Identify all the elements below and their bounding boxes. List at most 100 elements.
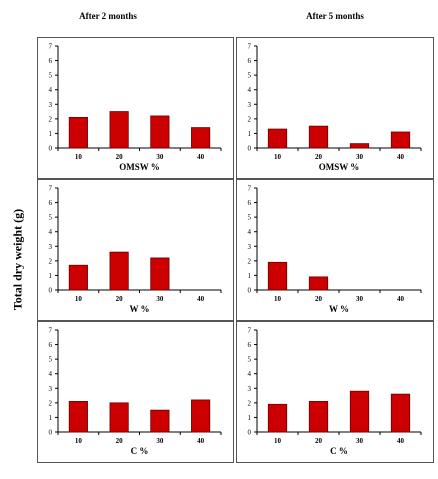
bar-30 [150, 257, 170, 291]
y-tick-label: 2 [49, 399, 53, 407]
bar-chart-4: 0 1 2 3 4 5 6 7 10 20 30 40 W % [248, 185, 422, 314]
y-tick-label: 5 [49, 356, 53, 364]
bar-chart-3: 0 1 2 3 4 5 6 7 10 20 30 40 W % [49, 185, 222, 314]
x-axis-label: W % [329, 304, 349, 314]
x-axis-label: W % [129, 304, 149, 314]
y-tick-label: 2 [248, 399, 252, 407]
y-tick-label: 6 [248, 57, 252, 65]
bar-chart-1: 0 1 2 3 4 5 6 7 10 20 30 40 OMSW % [49, 43, 222, 172]
y-tick-label: 7 [49, 43, 53, 51]
y-tick-label: 0 [49, 287, 53, 295]
y-tick-label: 5 [248, 72, 252, 80]
y-tick-label: 3 [49, 243, 53, 251]
y-tick-label: 0 [49, 145, 53, 153]
x-tick-label: 30 [356, 153, 364, 161]
y-tick-label: 7 [248, 327, 252, 335]
y-tick-label: 5 [248, 214, 252, 222]
bar-10 [68, 117, 88, 149]
x-tick-label: 20 [315, 153, 323, 161]
y-tick-label: 6 [248, 199, 252, 207]
x-axis-label: C % [330, 446, 348, 456]
x-tick-label: 10 [75, 295, 83, 303]
bar-10 [267, 128, 288, 149]
y-tick-label: 1 [49, 414, 53, 422]
bar-chart-6: 0 1 2 3 4 5 6 7 10 20 30 40 C % [248, 327, 422, 456]
bar-40 [191, 399, 211, 433]
y-tick-label: 0 [248, 287, 252, 295]
y-tick-label: 2 [49, 257, 53, 265]
x-tick-label: 40 [397, 437, 405, 445]
x-tick-label: 20 [116, 295, 124, 303]
bar-chart-2: 0 1 2 3 4 5 6 7 10 20 30 40 OMSW % [248, 43, 422, 172]
y-tick-label: 7 [248, 43, 252, 51]
x-tick-label: 40 [197, 437, 205, 445]
x-tick-label: 20 [315, 295, 323, 303]
y-tick-label: 1 [248, 272, 252, 280]
y-tick-label: 7 [248, 185, 252, 193]
shared-y-axis-label: Total dry weight (g) [10, 208, 25, 311]
y-tick-label: 3 [248, 101, 252, 109]
bar-10 [68, 401, 88, 433]
x-axis-label: OMSW % [119, 162, 160, 172]
bar-10 [267, 403, 288, 433]
chart-panel-5: 0 1 2 3 4 5 6 7 10 20 30 40 C % [37, 321, 234, 463]
bar-20 [308, 401, 329, 433]
x-tick-label: 20 [116, 153, 124, 161]
chart-panel-1: 0 1 2 3 4 5 6 7 10 20 30 40 OMSW % [37, 37, 234, 179]
x-tick-label: 30 [356, 437, 364, 445]
bar-10 [267, 261, 288, 291]
x-axis-label: C % [131, 446, 149, 456]
y-tick-label: 4 [248, 370, 252, 378]
y-tick-label: 7 [49, 327, 53, 335]
y-tick-label: 0 [248, 145, 252, 153]
y-tick-label: 2 [248, 257, 252, 265]
y-tick-label: 4 [248, 228, 252, 236]
y-tick-label: 3 [49, 101, 53, 109]
bar-20 [109, 251, 129, 291]
y-tick-label: 1 [49, 272, 53, 280]
bar-30 [349, 143, 370, 149]
chart-panel-2: 0 1 2 3 4 5 6 7 10 20 30 40 OMSW % [236, 37, 434, 179]
x-tick-label: 10 [75, 437, 83, 445]
y-tick-label: 3 [49, 385, 53, 393]
chart-panel-6: 0 1 2 3 4 5 6 7 10 20 30 40 C % [236, 321, 434, 463]
y-tick-label: 1 [248, 130, 252, 138]
x-tick-label: 10 [75, 153, 83, 161]
y-tick-label: 3 [248, 243, 252, 251]
column-title-5-months: After 5 months [306, 11, 364, 21]
bar-20 [109, 402, 129, 433]
x-axis-label: OMSW % [319, 162, 360, 172]
y-tick-label: 6 [49, 341, 53, 349]
y-tick-label: 4 [49, 370, 53, 378]
x-tick-label: 40 [197, 153, 205, 161]
x-tick-label: 10 [274, 295, 282, 303]
y-tick-label: 1 [248, 414, 252, 422]
y-tick-label: 4 [49, 228, 53, 236]
x-tick-label: 20 [116, 437, 124, 445]
bar-40 [390, 131, 411, 149]
y-tick-label: 5 [49, 72, 53, 80]
y-tick-label: 7 [49, 185, 53, 193]
y-tick-label: 6 [49, 199, 53, 207]
x-tick-label: 30 [156, 153, 164, 161]
bar-10 [68, 264, 88, 291]
y-tick-label: 2 [248, 115, 252, 123]
bar-20 [109, 111, 129, 149]
bar-20 [308, 125, 329, 149]
y-tick-label: 6 [49, 57, 53, 65]
bar-30 [349, 390, 370, 433]
y-tick-label: 5 [248, 356, 252, 364]
bar-20 [308, 276, 329, 291]
y-tick-label: 4 [248, 86, 252, 94]
y-tick-label: 1 [49, 130, 53, 138]
x-tick-label: 10 [274, 153, 282, 161]
x-tick-label: 30 [356, 295, 364, 303]
x-tick-label: 40 [197, 295, 205, 303]
chart-panel-3: 0 1 2 3 4 5 6 7 10 20 30 40 W % [37, 179, 234, 321]
y-tick-label: 0 [49, 429, 53, 437]
y-tick-label: 3 [248, 385, 252, 393]
x-tick-label: 30 [156, 437, 164, 445]
x-tick-label: 40 [397, 295, 405, 303]
y-tick-label: 6 [248, 341, 252, 349]
y-tick-label: 0 [248, 429, 252, 437]
